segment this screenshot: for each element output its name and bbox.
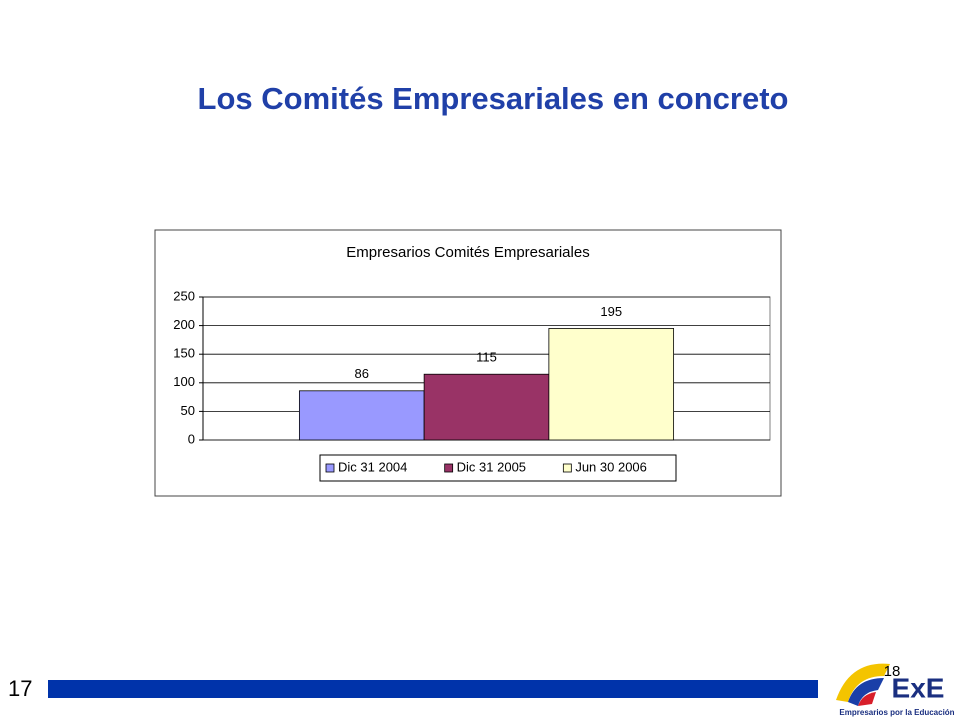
data-label: 195 bbox=[600, 304, 622, 319]
chart-title: Empresarios Comités Empresariales bbox=[346, 244, 589, 261]
logo-stripe bbox=[848, 678, 884, 706]
logo-stripe bbox=[836, 663, 890, 702]
bar bbox=[548, 328, 675, 441]
logo-stripe bbox=[858, 692, 876, 706]
legend-box bbox=[319, 454, 677, 482]
y-tick-label: 0 bbox=[188, 431, 195, 446]
y-tick-label: 200 bbox=[173, 317, 195, 332]
legend-label: Dic 31 2005 bbox=[457, 459, 526, 474]
logo-tagline: Empresarios por la Educación bbox=[839, 708, 954, 717]
slide-title: Los Comités Empresariales en concreto bbox=[198, 81, 789, 116]
footer-bar bbox=[48, 680, 818, 698]
y-tick-label: 250 bbox=[173, 288, 195, 303]
legend-label: Dic 31 2004 bbox=[338, 459, 407, 474]
legend-swatch bbox=[325, 463, 335, 473]
legend-label: Jun 30 2006 bbox=[575, 459, 647, 474]
page-number: 17 bbox=[8, 676, 32, 701]
y-tick-label: 100 bbox=[173, 374, 195, 389]
data-label: 86 bbox=[355, 366, 369, 381]
overlay-number: 18 bbox=[884, 663, 901, 680]
y-tick-label: 150 bbox=[173, 346, 195, 361]
logo-mark: ExE bbox=[892, 672, 945, 703]
legend-swatch bbox=[444, 463, 454, 473]
data-label: 115 bbox=[476, 350, 497, 365]
logo: ExE Empresarios por la Educación bbox=[836, 663, 955, 717]
bar bbox=[298, 390, 425, 441]
bar bbox=[423, 373, 550, 441]
y-tick-label: 50 bbox=[181, 403, 195, 418]
chart: Empresarios Comités Empresariales 0 50 100… bbox=[173, 244, 771, 482]
legend-swatch bbox=[562, 463, 572, 473]
